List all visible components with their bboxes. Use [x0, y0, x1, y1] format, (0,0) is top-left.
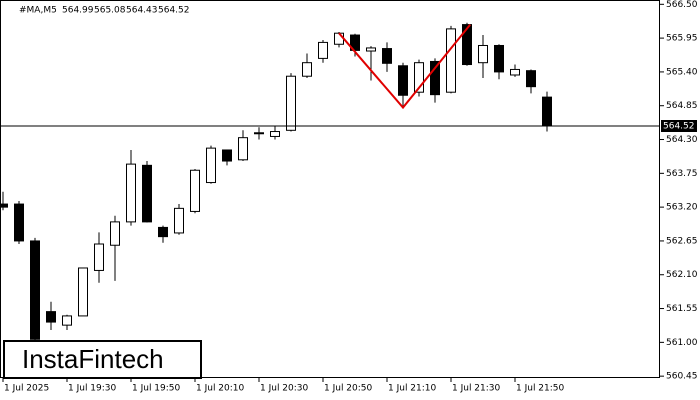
y-tick-label: 565.40: [666, 67, 698, 77]
candle-body: [494, 44, 504, 73]
candle-body: [126, 163, 136, 223]
candle-body: [430, 60, 440, 96]
x-tick-label: 1 Jul 20:30: [260, 384, 309, 394]
y-tick-label: 561.55: [666, 304, 698, 314]
x-tick-label: 1 Jul 20:50: [324, 384, 373, 394]
candle-body: [142, 164, 152, 223]
candle-body: [286, 75, 296, 131]
candle-body: [238, 137, 248, 161]
candle-body: [110, 221, 120, 246]
candle-body: [206, 147, 216, 184]
y-tick-label: 563.20: [666, 203, 698, 213]
y-tick-label: 564.85: [666, 101, 698, 111]
candle-body: [94, 243, 104, 271]
candle-body: [222, 149, 232, 162]
candle-body: [542, 96, 552, 127]
candle-body: [254, 132, 264, 135]
y-tick-label: 566.50: [666, 0, 698, 10]
candle-body: [78, 267, 88, 317]
candle-body: [174, 207, 184, 234]
candle-body: [414, 62, 424, 93]
y-tick-label: 562.10: [666, 270, 698, 280]
pattern-line: [338, 23, 471, 110]
y-tick-label: 564.30: [666, 135, 698, 145]
y-tick-label: 560.45: [666, 372, 698, 382]
candle-body: [478, 44, 488, 64]
plot-frame: [0, 0, 660, 378]
ohlc-close: 564.52: [158, 6, 190, 16]
plot: [0, 22, 660, 349]
price-label-box: [661, 120, 697, 132]
y-tick-label: 563.75: [666, 169, 698, 179]
symbol: #MA,M5: [19, 6, 57, 16]
x-tick-label: 1 Jul 21:50: [516, 384, 565, 394]
watermark: InstaFintech: [22, 344, 164, 374]
price-label: 564.52: [663, 122, 695, 132]
candle-body: [302, 62, 312, 77]
ohlc-open: 564.99: [62, 6, 94, 16]
x-tick-label: 1 Jul 19:30: [68, 384, 117, 394]
x-tick-label: 1 Jul 19:50: [132, 384, 181, 394]
candle-body: [62, 315, 72, 326]
candle-body: [0, 203, 8, 208]
ohlc-high: 565.08: [94, 6, 126, 16]
x-tick-label: 1 Jul 21:30: [452, 384, 501, 394]
candle-body: [14, 203, 24, 242]
y-tick-label: 561.00: [666, 338, 698, 348]
candle-body: [398, 65, 408, 96]
candle-body: [446, 28, 456, 93]
candle-body: [190, 169, 200, 212]
watermark-box: [3, 340, 202, 379]
candle-body: [510, 68, 520, 76]
x-tick-label: 1 Jul 2025: [4, 384, 49, 394]
y-tick-label: 565.95: [666, 34, 698, 44]
ohlc-low: 564.43: [126, 6, 158, 16]
x-tick-label: 1 Jul 21:10: [388, 384, 437, 394]
candle-body: [158, 226, 168, 238]
x-tick-label: 1 Jul 20:10: [196, 384, 245, 394]
candle-body: [334, 32, 344, 45]
candle-body: [366, 47, 376, 52]
y-tick-label: 562.65: [666, 236, 698, 246]
candle-body: [270, 131, 280, 137]
candle-body: [382, 48, 392, 64]
candle-body: [318, 41, 328, 59]
candle-body: [30, 240, 40, 340]
candle-body: [46, 311, 56, 323]
candle-body: [462, 24, 472, 66]
candle-body: [526, 70, 536, 88]
